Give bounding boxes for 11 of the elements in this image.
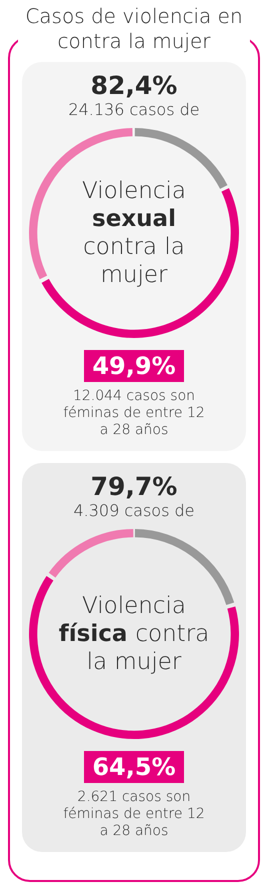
text: 49,9% [84,350,184,382]
text: 64,5% [84,751,184,783]
text: 79,7% [90,472,178,501]
text: 2.621 casos son féminas de entre 12 a 28 años [62,789,206,840]
text: 4.309 casos de [72,501,196,521]
text: Violencia sexual contra la mujer [82,178,186,288]
chart-title: Violencia física contra la mujer [58,593,210,675]
text: 12.044 casos son féminas de entre 12 a 28 años [62,388,206,439]
text: 24.136 casos de [67,100,201,120]
text: 82,4% [90,71,178,100]
text: Casos de violencia en contra la mujer [18,4,250,54]
